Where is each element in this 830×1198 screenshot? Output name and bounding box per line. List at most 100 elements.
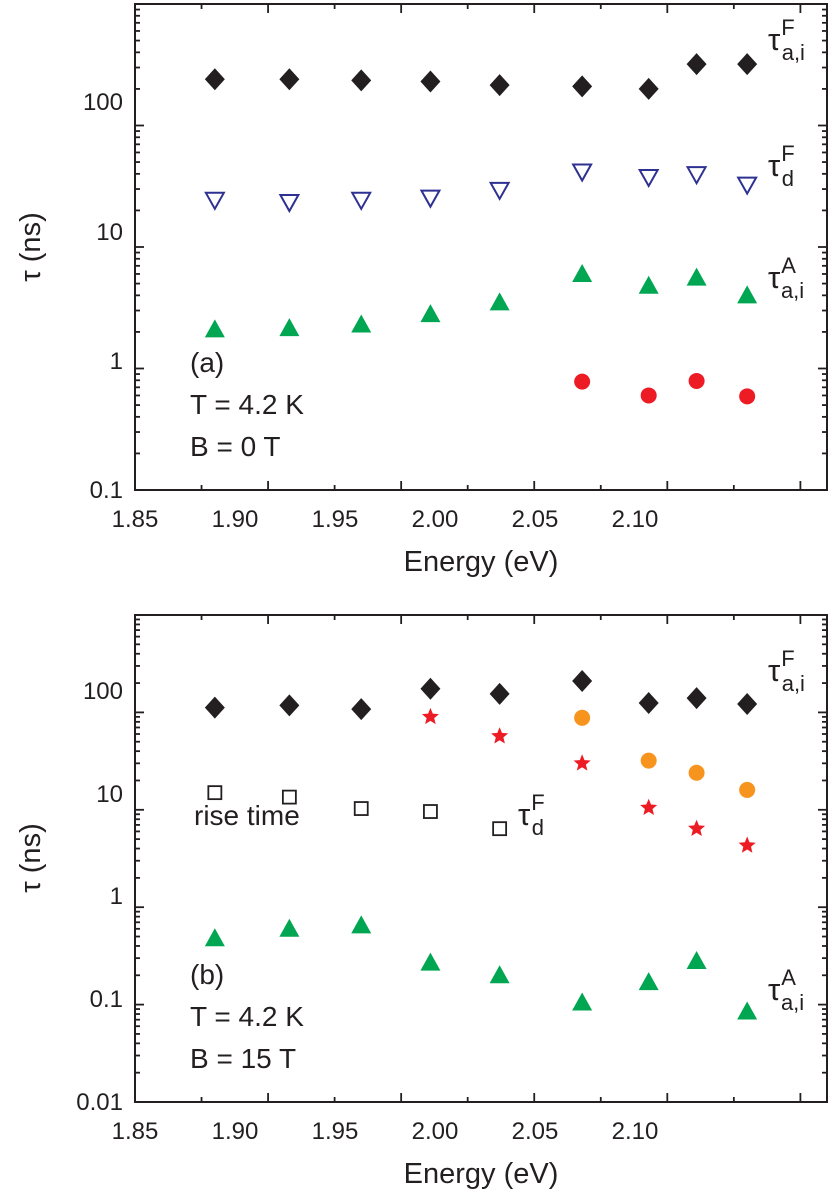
panel-a-point-s3 [640,387,657,404]
panel-a-point-s0 [351,69,372,92]
panel-b-point-s2 [491,727,509,744]
panel-a-temperature: T = 4.2 K [190,389,304,420]
panel-a-point-s0 [420,70,441,93]
panel-a-point-s1 [204,191,226,211]
panel-b-point-s3 [574,709,591,726]
panel-b-point-s3 [739,781,756,798]
panel-a-y-axis-title: τ (ns) [15,212,47,281]
panel-b-field: B = 15 T [190,1043,296,1074]
panel-b-y-tick-label: 100 [83,678,123,705]
panel-b-frame [134,614,828,1103]
panel-a-point-s3 [688,372,705,389]
panel-a-x-tick-label: 2.00 [412,506,459,533]
panel-b-point-s0 [737,692,758,715]
panel-a-ticks [134,4,827,491]
panel-b: 0.01 0.1 1 10 100 1.85 1.90 1.95 2.00 2.… [15,614,828,1190]
panel-a-point-s0 [638,77,659,100]
panel-b-x-tick-label: 2.00 [412,1118,459,1145]
panel-a-point-s2 [420,304,441,323]
panel-a-point-s2 [737,285,758,304]
panel-a-point-s1 [350,191,372,211]
panel-a-point-s1 [736,176,758,196]
panel-a-point-s2 [686,267,707,286]
panel-a-point-s2 [638,275,659,294]
panel-b-point-s2 [573,754,591,771]
panel-b-point-s1 [492,821,508,837]
panel-b-point-s2 [421,707,439,725]
panel-b-x-tick-label: 1.95 [312,1118,359,1145]
panel-b-point-s4 [638,972,659,991]
panel-b-y-tick-label: 0.01 [76,1089,123,1116]
panel-b-point-s0 [572,670,593,693]
panel-a-x-tick-label: 2.10 [612,506,659,533]
panel-a-legend-tau-ai-F: τF a,i [768,15,805,65]
panel-b-rise-time-label: rise time [194,800,300,831]
panel-a-point-s0 [737,53,758,76]
panel-a-legend-tau-ai-A: τA a,i [768,253,804,303]
panel-a-point-s1 [488,181,511,201]
panel-b-ticks [134,615,827,1103]
panel-b-point-s0 [686,687,707,710]
panel-b-point-s0 [489,682,510,705]
panel-b-point-s0 [638,691,659,714]
panel-b-point-s0 [279,694,300,717]
panel-b-point-s4 [204,928,225,947]
panel-b-point-s1 [281,789,297,805]
panel-b-legend-tau-ai-A: τA a,i [768,965,804,1015]
panel-b-point-s4 [420,952,441,971]
panel-b-point-s1 [353,801,369,816]
panel-a-legend-tau-d-F: τF d [768,141,795,191]
panel-a-x-tick-label: 1.95 [312,506,359,533]
panel-a-point-s1 [278,194,301,214]
panel-a-point-s1 [571,163,593,183]
panel-b-point-s1 [423,804,438,819]
panel-a-label: (a) [190,347,224,378]
panel-b-point-s0 [420,677,441,700]
panel-a-point-s2 [489,292,510,311]
panel-b-x-axis-title: Energy (eV) [404,1158,559,1190]
panel-b-point-s4 [489,965,510,984]
panel-a-point-s1 [419,189,442,209]
panel-b-point-s2 [640,798,658,815]
panel-a-x-axis-title: Energy (eV) [404,546,559,578]
panel-a-point-s2 [279,318,300,337]
panel-b-x-tick-label: 2.05 [512,1118,559,1145]
panel-b-markers [204,670,758,1020]
panel-a-point-s0 [572,75,593,98]
panel-b-x-tick-label: 2.10 [612,1118,659,1145]
panel-a-x-tick-label: 1.90 [212,506,259,533]
panel-a-x-tick-label: 2.05 [512,506,559,533]
panel-b-point-s1 [207,785,223,801]
panel-b-point-s4 [686,951,707,970]
panel-b-point-s2 [738,836,756,853]
panel-a-y-tick-label: 100 [83,89,123,116]
panel-b-point-s3 [688,764,705,781]
panel-a-point-s1 [685,166,708,186]
panel-a-point-s2 [572,263,593,282]
panel-b-point-s4 [572,992,593,1011]
panel-b-point-s0 [204,696,225,719]
panel-a-point-s2 [351,314,372,333]
panel-b-point-s4 [737,1001,758,1020]
panel-a-point-s0 [204,68,225,91]
panel-b-temperature: T = 4.2 K [190,1001,304,1032]
panel-b-y-tick-label: 0.1 [90,986,123,1013]
panel-a-y-tick-label: 1 [110,348,123,375]
panel-a-point-s3 [739,388,756,405]
panel-a-y-tick-label: 0.1 [90,477,123,504]
panel-a: 0.1 1 10 100 1.85 1.90 1.95 2.00 2.05 2.… [15,3,828,578]
panel-a-y-tick-label: 10 [96,219,123,246]
panel-b-point-s4 [279,918,300,937]
panel-b-y-tick-label: 1 [110,883,123,910]
panel-b-legend-tau-d-F: τF d [518,790,545,840]
panel-b-point-s3 [640,752,657,769]
panel-b-y-axis-title: τ (ns) [15,823,47,892]
panel-a-point-s1 [637,168,660,189]
panel-b-x-tick-label: 1.90 [212,1118,259,1145]
panel-b-x-tick-label: 1.85 [112,1118,159,1145]
panel-b-legend-tau-ai-F: τF a,i [768,646,805,696]
panel-a-point-s2 [204,319,225,338]
panel-b-point-s2 [688,819,706,836]
